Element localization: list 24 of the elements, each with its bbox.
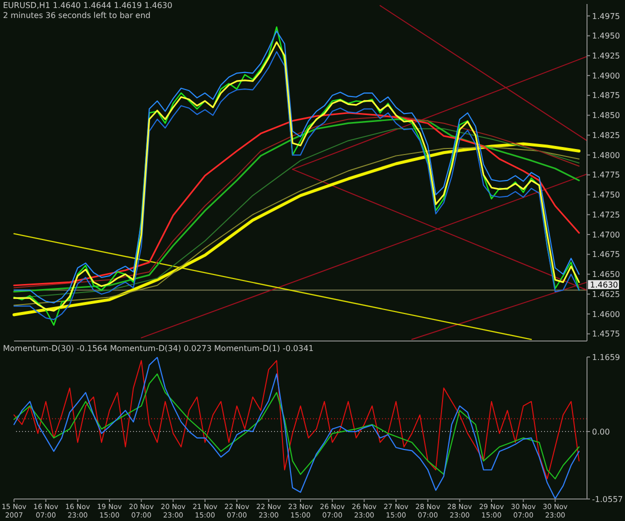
y-tick-label: 1.4575: [592, 330, 620, 339]
y-tick-label: 1.4725: [592, 210, 620, 220]
y-tick-label: 1.4850: [592, 111, 620, 120]
y-tick-label: -1.0557: [592, 494, 623, 504]
y-tick-label: 1.4675: [592, 250, 620, 260]
y-tick-label: 1.1659: [592, 352, 620, 362]
y-tick-label: 1.4750: [592, 190, 620, 200]
y-tick-label: 1.4825: [592, 130, 620, 140]
y-tick-label: 1.4950: [592, 32, 620, 41]
y-tick-label: 0.00: [592, 427, 610, 436]
y-tick-label: 1.4700: [592, 230, 620, 240]
text: 2 minutes 36 seconds left to bar end: [3, 11, 152, 21]
y-tick-label: 1.4650: [592, 270, 620, 280]
ref-line-label: 1.4630: [590, 280, 618, 290]
y-tick-label: 1.4800: [592, 150, 620, 160]
chart-title: Momentum-D(30) -0.1564 Momentum-D(34) 0.0273 Momentum-D(1) -0.0341: [3, 344, 314, 354]
y-tick-label: 1.4625: [592, 290, 620, 299]
y-tick-label: 1.4900: [592, 71, 620, 80]
y-tick-label: 1.4975: [592, 12, 620, 21]
y-tick-label: 1.4600: [592, 310, 620, 319]
y-tick-label: 1.4875: [592, 91, 620, 100]
y-tick-label: 1.4925: [592, 52, 620, 61]
chart-title: EURUSD,H1 1.4640 1.4644 1.4619 1.4630: [3, 1, 172, 11]
y-tick-label: 1.4775: [592, 170, 620, 180]
